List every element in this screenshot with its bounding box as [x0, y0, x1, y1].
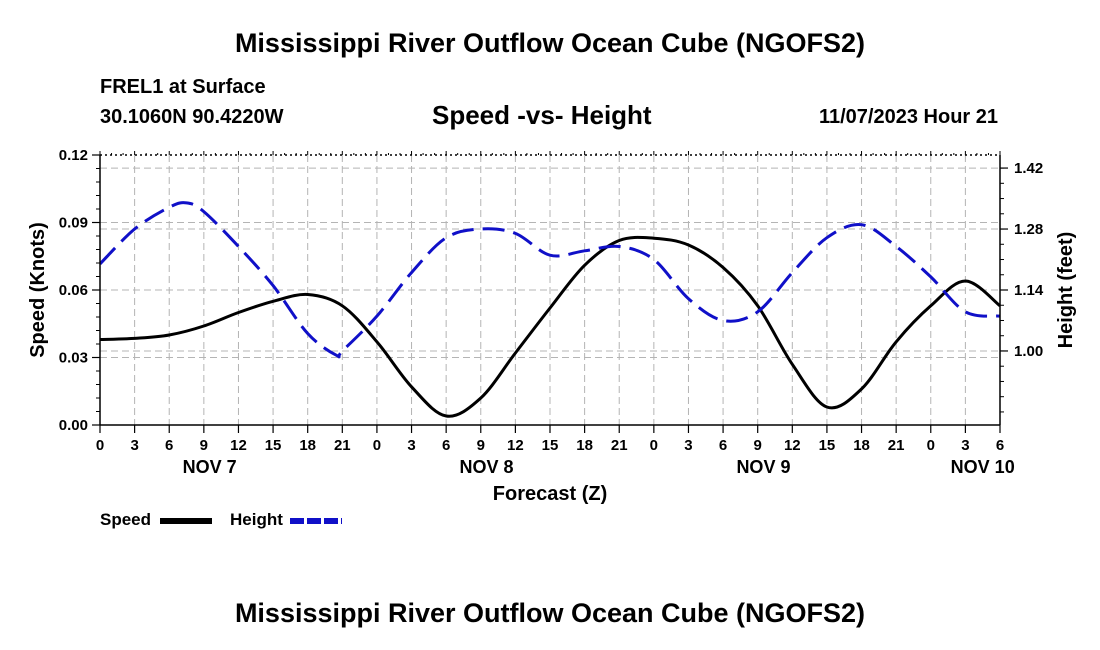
y-tick-label: 0.12	[59, 147, 88, 164]
grid-lines	[100, 155, 1000, 425]
series-lines	[98, 201, 1001, 418]
y2-tick-label: 1.28	[1014, 221, 1043, 238]
x-tick-label: 21	[611, 437, 628, 454]
x-tick-label: 6	[165, 437, 173, 454]
x-tick-label: 18	[299, 437, 316, 454]
x-day-label: NOV 7	[183, 457, 237, 477]
x-tick-label: 15	[819, 437, 836, 454]
axes: 0 3 6 9 12 15 18 21 0 3 6 9 12 15 18 21 0 3 6 9 12 15 18 21 0 3 6N…	[27, 147, 1077, 505]
legend-speed-label: Speed	[100, 510, 152, 529]
y-tick-label: 0.06	[59, 282, 88, 299]
forecast-datetime: 11/07/2023 Hour 21	[818, 106, 998, 128]
y2-tick-label: 1.00	[1014, 343, 1043, 360]
x-tick-label: 0	[373, 437, 381, 454]
x-axis-title: Forecast (Z)	[493, 483, 607, 505]
x-tick-label: 21	[334, 437, 351, 454]
x-day-label: NOV 10	[951, 457, 1015, 477]
x-tick-label: 3	[407, 437, 415, 454]
y-tick-label: 0.00	[59, 417, 88, 434]
x-tick-label: 12	[784, 437, 801, 454]
x-tick-label: 6	[719, 437, 727, 454]
x-tick-label: 21	[888, 437, 905, 454]
chart-title: Mississippi River Outflow Ocean Cube (NG…	[234, 28, 866, 58]
x-tick-label: 18	[576, 437, 593, 454]
y-axis-title: Speed (Knots)	[27, 222, 49, 358]
chart-heading: Speed -vs- Height	[432, 100, 652, 130]
x-tick-label: 3	[961, 437, 969, 454]
x-day-label: NOV 9	[736, 457, 790, 477]
x-tick-label: 18	[853, 437, 870, 454]
x-tick-label: 0	[927, 437, 935, 454]
x-tick-label: 15	[542, 437, 559, 454]
legend-height-label: Height	[230, 510, 283, 529]
height-series-line	[98, 201, 1001, 359]
x-tick-label: 3	[684, 437, 692, 454]
station-label: FREL1 at Surface	[100, 76, 266, 98]
x-day-label: NOV 8	[460, 457, 514, 477]
x-tick-label: 0	[650, 437, 658, 454]
footer-title: Mississippi River Outflow Ocean Cube (NG…	[234, 598, 866, 628]
y2-tick-label: 1.14	[1014, 282, 1044, 299]
x-tick-label: 6	[442, 437, 450, 454]
speed-series-line	[99, 235, 1001, 418]
y-tick-label: 0.03	[59, 350, 88, 367]
x-tick-label: 9	[754, 437, 762, 454]
x-tick-label: 12	[230, 437, 247, 454]
x-tick-label: 3	[130, 437, 138, 454]
y-tick-label: 0.09	[59, 215, 88, 232]
y2-tick-label: 1.42	[1014, 160, 1043, 177]
station-coordinates: 30.1060N 90.4220W	[100, 106, 284, 128]
x-tick-label: 6	[996, 437, 1004, 454]
y2-axis-title: Height (feet)	[1055, 232, 1077, 349]
x-tick-label: 12	[507, 437, 524, 454]
x-tick-label: 9	[200, 437, 208, 454]
x-tick-label: 15	[265, 437, 282, 454]
x-tick-label: 9	[477, 437, 485, 454]
x-tick-label: 0	[96, 437, 104, 454]
